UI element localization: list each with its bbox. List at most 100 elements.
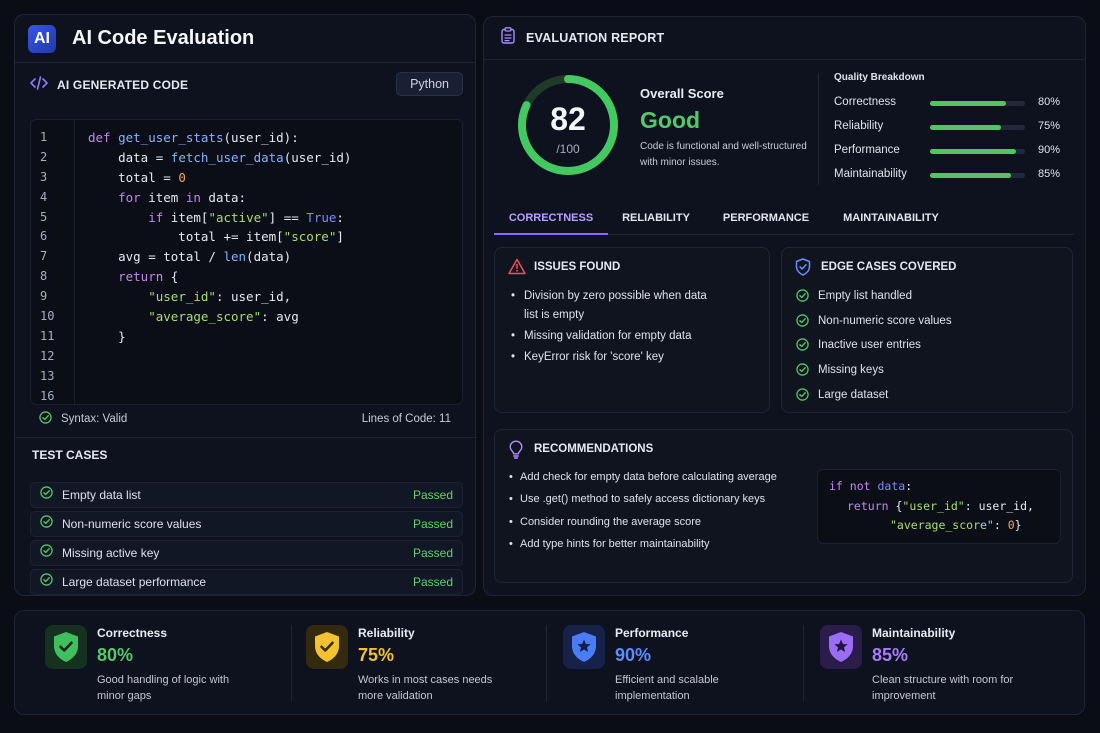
line-number: 7 (40, 249, 48, 264)
recommendation-item: • Add type hints for better maintainabili… (509, 538, 710, 550)
edge-case-item: Non-numeric score values (796, 314, 952, 327)
test-cases-section: TEST CASES Empty data list Passed Non-nu… (15, 437, 477, 597)
shield-icon (795, 258, 811, 281)
code-line (88, 367, 351, 387)
code-line: total += item["score"] (88, 229, 344, 245)
line-number: 4 (40, 189, 48, 204)
breakdown-bar-fill (930, 173, 1011, 178)
code-line (88, 347, 351, 367)
test-case-row[interactable]: Empty data list Passed (30, 482, 463, 508)
test-case-name: Missing active key (62, 546, 160, 560)
divider (803, 625, 804, 701)
divider (818, 73, 819, 185)
breakdown-bar-fill (930, 149, 1016, 154)
tab-reliability[interactable]: RELIABILITY (622, 212, 690, 224)
issue-item: • KeyError risk for 'score' key (511, 348, 724, 367)
metric-value: 90% (615, 645, 652, 665)
issues-list: • Division by zero possible when data lis… (511, 287, 724, 369)
code-section-header: AI GENERATED CODE Python (15, 71, 477, 99)
breakdown-label: Reliability (834, 120, 884, 132)
report-tabs: CORRECTNESS RELIABILITY PERFORMANCE MAIN… (494, 203, 1074, 235)
tab-maintainability[interactable]: MAINTAINABILITY (843, 212, 939, 224)
edge-cases-card: EDGE CASES COVERED Empty list handled No… (781, 247, 1073, 413)
breakdown-bar (930, 149, 1025, 154)
metric-maintainability: Maintainability 85% Clean structure with… (790, 611, 1084, 714)
breakdown-percent: 75% (1037, 120, 1060, 132)
recommendation-item: • Use .get() method to safely access dict… (509, 493, 766, 505)
score-ring-progress (518, 75, 618, 175)
metric-reliability: Reliability 75% Works in most cases need… (276, 611, 546, 714)
code-editor[interactable]: 1 2 3 4 5 6 7 8 9 10 11 12 13 16 def get… (30, 119, 463, 405)
overall-description: Code is functional and well-structured w… (640, 141, 807, 168)
evaluation-report-panel: EVALUATION REPORT 82 /100 Overall Score … (483, 16, 1086, 596)
metric-description: Good handling of logic with minor gaps (97, 674, 230, 702)
shield-star-icon (563, 625, 605, 669)
breakdown-bar (930, 101, 1025, 106)
tab-performance[interactable]: PERFORMANCE (722, 212, 810, 224)
code-line: "user_id": user_id, (148, 289, 292, 305)
test-case-name: Non-numeric score values (62, 517, 202, 531)
edge-case-item: Large dataset (796, 388, 888, 401)
code-section-title: AI GENERATED CODE (57, 78, 189, 92)
test-case-status: Passed (412, 517, 453, 531)
code-icon (30, 75, 48, 95)
breakdown-label: Performance (834, 144, 900, 156)
shield-check-icon (306, 625, 348, 669)
score-value: 82 (550, 101, 586, 137)
edge-case-text: Empty list handled (818, 289, 912, 302)
breakdown-row-performance: Performance 90% (834, 144, 1064, 158)
code-line: if item["active"] == True: (148, 209, 344, 225)
code-footer: Syntax: Valid Lines of Code: 11 (30, 405, 463, 433)
code-snippet-line: if not data: (829, 479, 913, 493)
edge-case-text: Missing keys (818, 363, 884, 376)
language-selector[interactable]: Python (396, 72, 463, 96)
edge-case-item: Inactive user entries (796, 338, 921, 351)
code-line: for item in data: (118, 189, 247, 205)
code-lines: def get_user_stats(user_id): data = fetc… (88, 128, 351, 404)
divider (546, 625, 547, 701)
check-circle-icon (40, 515, 53, 533)
test-case-row[interactable]: Non-numeric score values Passed (30, 511, 463, 537)
breakdown-percent: 80% (1037, 96, 1060, 108)
divider (291, 625, 292, 701)
check-circle-icon (40, 573, 53, 591)
metrics-summary-bar: Correctness 80% Good handling of logic w… (14, 610, 1085, 715)
line-number: 13 (40, 368, 55, 383)
edge-case-text: Non-numeric score values (818, 314, 952, 327)
check-circle-icon (39, 411, 52, 427)
lightbulb-icon (509, 440, 523, 464)
score-ring (518, 75, 618, 175)
check-circle-icon (796, 363, 809, 376)
app-header: AI AI Code Evaluation (15, 15, 475, 63)
report-header: EVALUATION REPORT (484, 17, 1085, 60)
metric-value: 80% (97, 645, 134, 665)
metric-name: Reliability (358, 626, 415, 640)
recommendation-text: Use .get() method to safely access dicti… (520, 493, 766, 505)
check-circle-icon (40, 544, 53, 562)
breakdown-bar (930, 173, 1025, 178)
test-case-status: Passed (412, 575, 453, 589)
test-case-row[interactable]: Missing active key Passed (30, 540, 463, 566)
test-case-status: Passed (412, 546, 453, 560)
check-circle-icon (796, 314, 809, 327)
metric-name: Performance (615, 626, 689, 640)
metric-value: 75% (358, 645, 395, 665)
issue-item: • Missing validation for empty data (511, 327, 724, 346)
test-cases-title: TEST CASES (32, 448, 108, 462)
recommendations-title: RECOMMENDATIONS (534, 443, 654, 455)
breakdown-row-maintainability: Maintainability 85% (834, 168, 1064, 182)
code-line: def get_user_stats(user_id): (88, 130, 299, 145)
tab-correctness[interactable]: CORRECTNESS (494, 203, 608, 235)
issues-found-title: ISSUES FOUND (534, 261, 621, 273)
issue-item: • Division by zero possible when data lis… (511, 287, 724, 325)
recommendation-item: • Consider rounding the average score (509, 516, 702, 528)
overall-score-label: Overall Score (640, 86, 724, 101)
test-case-row[interactable]: Large dataset performance Passed (30, 569, 463, 595)
recommendation-code-snippet[interactable]: if not data: return {"user_id": user_id,… (817, 469, 1061, 544)
metric-name: Correctness (97, 626, 168, 640)
edge-case-text: Large dataset (818, 388, 889, 401)
metric-value: 85% (872, 645, 909, 665)
edge-cases-title: EDGE CASES COVERED (821, 261, 957, 273)
issue-text: KeyError risk for 'score' key (524, 351, 664, 363)
recommendations-card: RECOMMENDATIONS • Add check for empty dat… (494, 429, 1073, 583)
